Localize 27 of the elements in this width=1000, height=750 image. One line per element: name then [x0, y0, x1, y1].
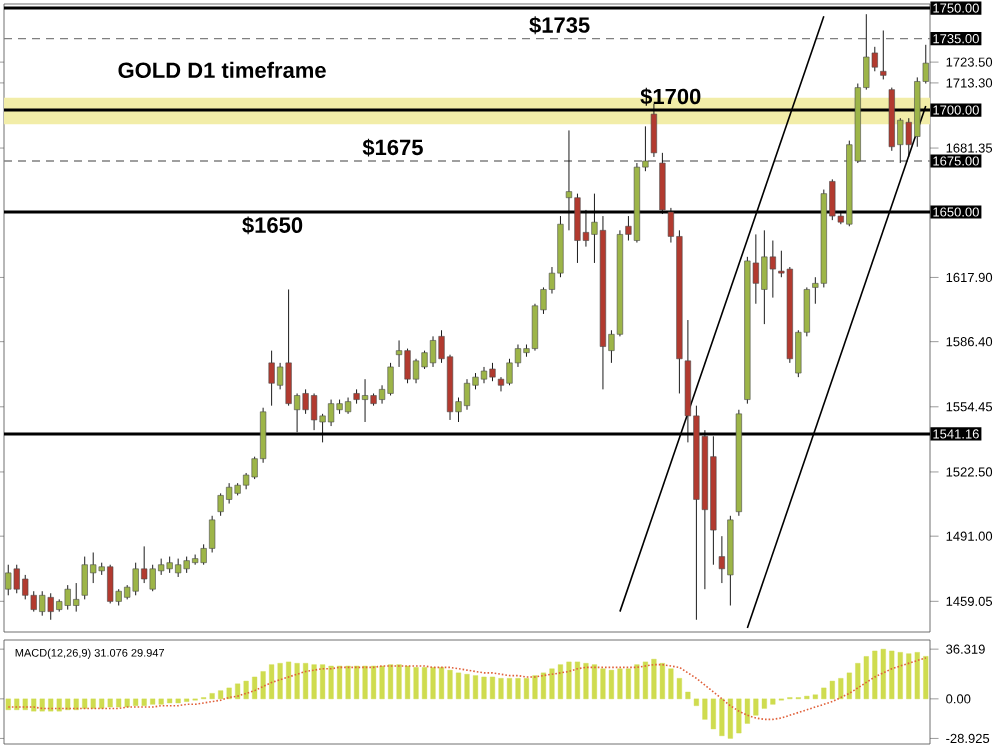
annotation: $1735	[529, 16, 590, 35]
bar	[447, 669, 453, 700]
bar	[438, 667, 445, 700]
candlestick	[412, 358, 420, 384]
annotation: $1650	[242, 216, 303, 235]
annotation: $1675	[362, 138, 423, 157]
bar	[498, 678, 504, 700]
candlestick	[327, 399, 335, 427]
candlestick	[769, 240, 776, 299]
bar	[464, 674, 470, 700]
candlestick	[404, 348, 411, 384]
bar	[489, 676, 496, 700]
bar	[481, 676, 487, 700]
text: GOLD D1 timeframe	[118, 61, 326, 79]
bar	[540, 672, 547, 700]
bar	[455, 672, 462, 700]
candlestick	[489, 362, 496, 382]
candlestick	[429, 335, 437, 368]
bar	[523, 678, 530, 700]
annotation: $1700	[640, 87, 701, 106]
candlestick	[463, 378, 471, 411]
bar	[472, 675, 479, 700]
bar	[515, 678, 521, 700]
candlestick	[387, 362, 394, 396]
bar	[506, 678, 513, 700]
candlestick	[361, 378, 369, 423]
candlestick	[880, 30, 887, 80]
